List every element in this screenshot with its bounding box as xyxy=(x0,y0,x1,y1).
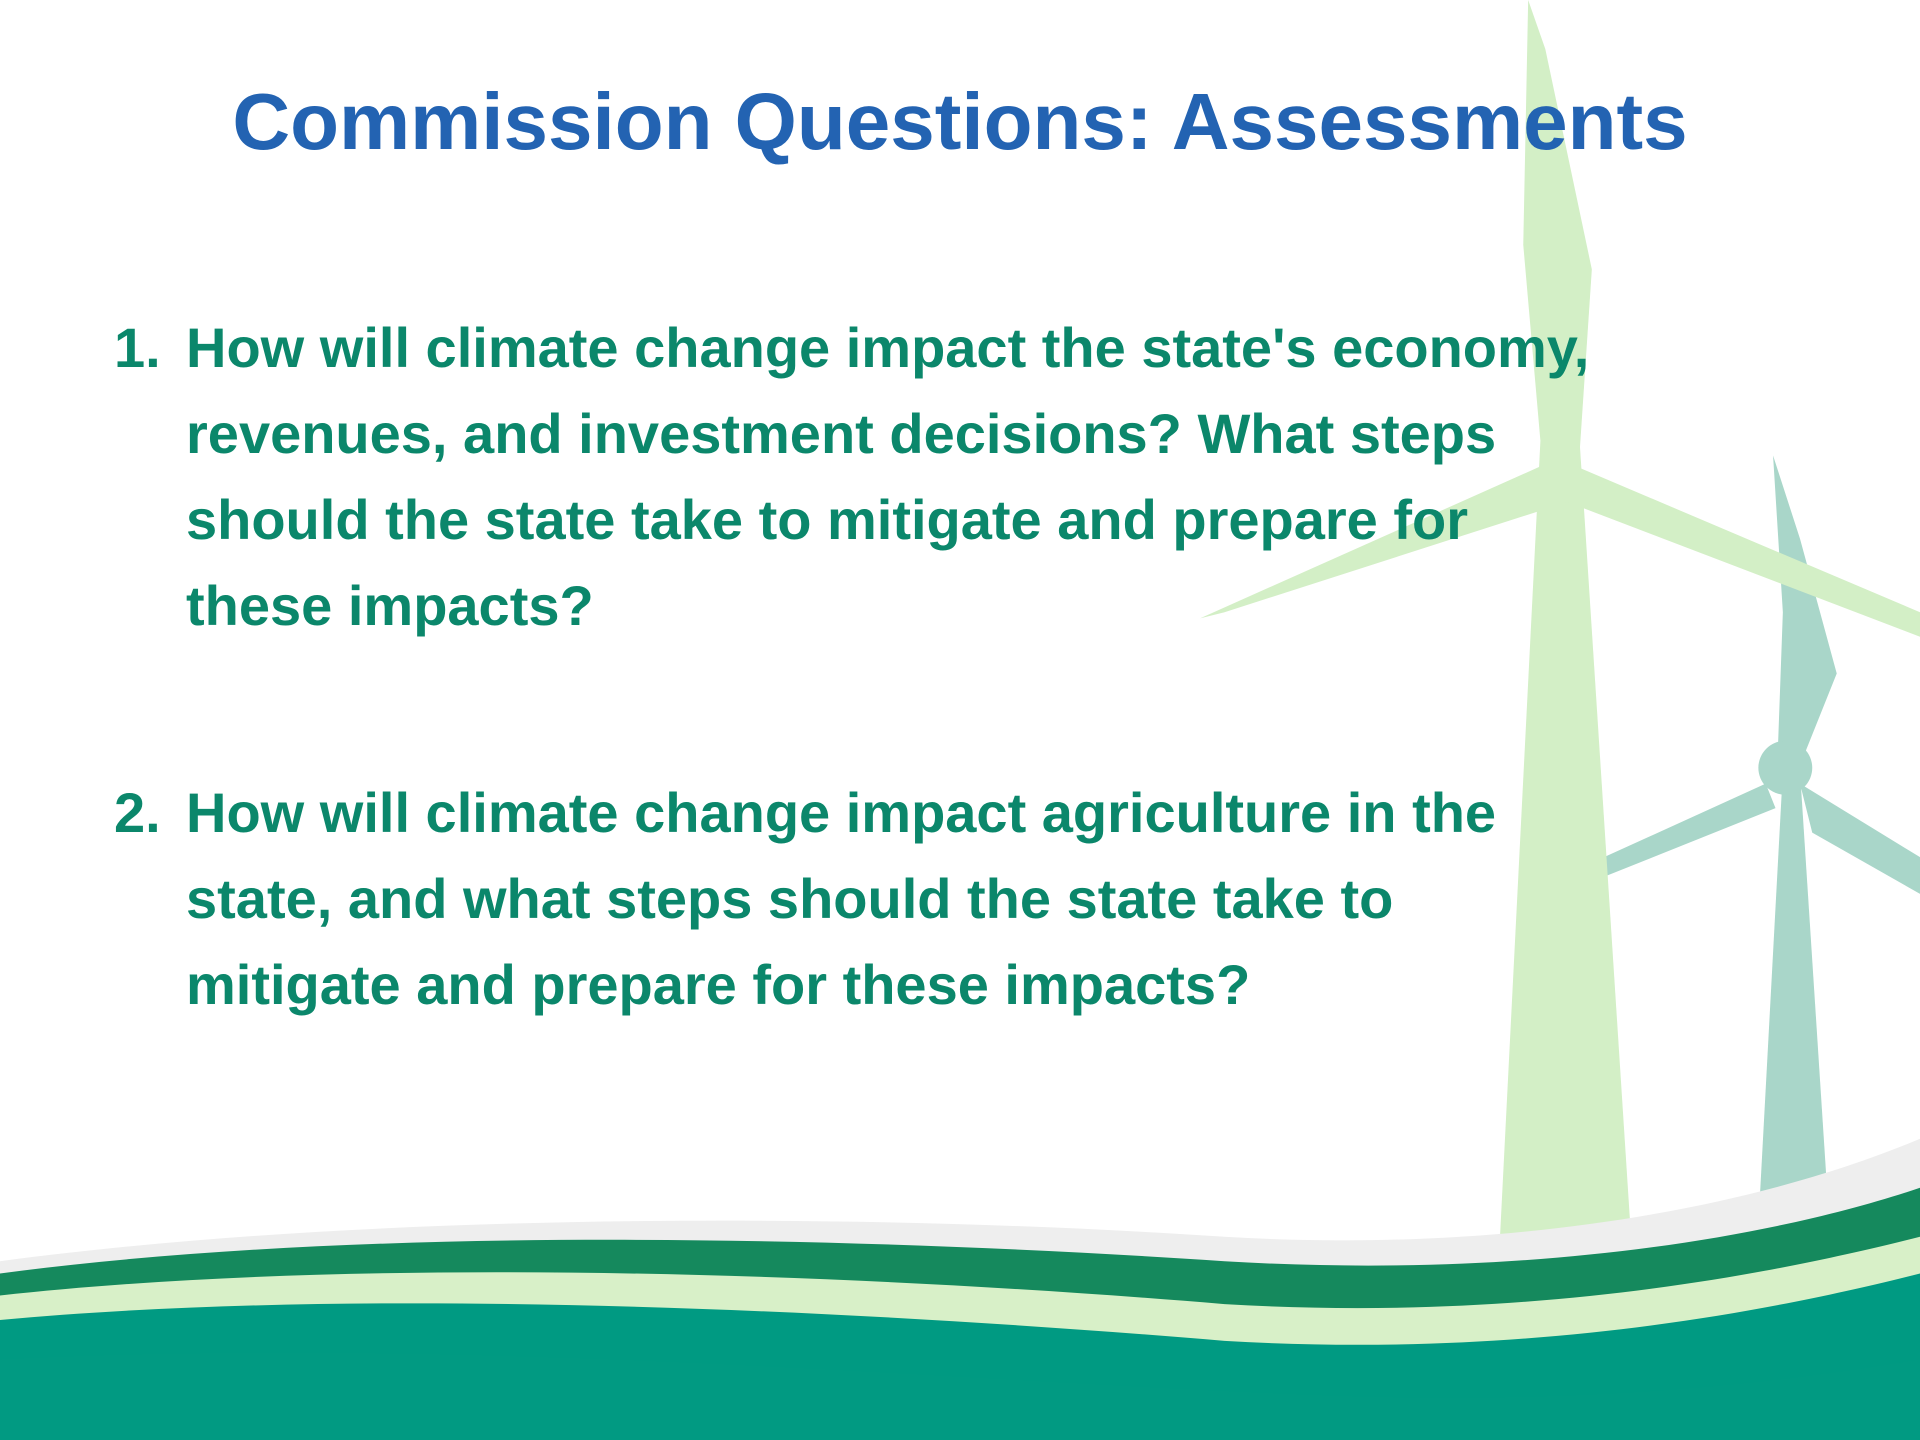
question-text: revenues, and investment decisions? What… xyxy=(186,391,1496,477)
question-text: mitigate and prepare for these impacts? xyxy=(186,942,1250,1028)
slide: Commission Questions: Assessments 1. How … xyxy=(0,0,1920,1440)
question-text: these impacts? xyxy=(186,563,594,649)
slide-title: Commission Questions: Assessments xyxy=(0,72,1920,172)
question-text: should the state take to mitigate and pr… xyxy=(186,477,1468,563)
background xyxy=(0,0,1920,1440)
list-marker: 2. xyxy=(114,770,161,856)
question-text: state, and what steps should the state t… xyxy=(186,856,1393,942)
question-text: How will climate change impact the state… xyxy=(186,305,1589,391)
question-text: How will climate change impact agricultu… xyxy=(186,770,1496,856)
list-marker: 1. xyxy=(114,305,161,391)
